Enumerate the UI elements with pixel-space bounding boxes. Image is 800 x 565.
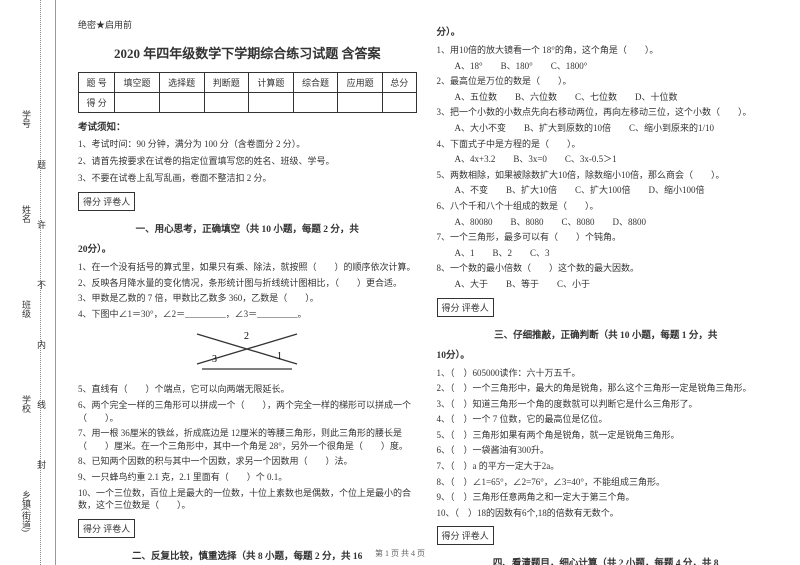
- question-options: A、80080 B、8080 C、8080 D、8800: [437, 216, 776, 229]
- question-options: A、18° B、180° C、1800°: [437, 60, 776, 73]
- question: 6、两个完全一样的三角形可以拼成一个（ ），两个完全一样的梯形可以拼成一个（ ）…: [78, 399, 417, 424]
- notice-heading: 考试须知：: [78, 119, 417, 133]
- page-footer: 第 1 页 共 4 页: [0, 548, 800, 559]
- question: 1、在一个没有括号的算式里，如果只有乘、除法，就按照（ ）的顺序依次计算。: [78, 261, 417, 274]
- question: 2、最高位是万位的数是（ ）。: [437, 75, 776, 88]
- exam-title: 2020 年四年级数学下学期综合练习试题 含答案: [78, 43, 417, 62]
- question: 9、（ ）三角形任意两角之和一定大于第三个角。: [437, 491, 776, 504]
- score-table: 题 号 填空题 选择题 判断题 计算题 综合题 应用题 总分 得 分: [78, 72, 417, 113]
- question: 8、一个数的最小倍数（ ）这个数的最大因数。: [437, 262, 776, 275]
- question: 5、（ ）三角形如果有两个角是锐角，就一定是锐角三角形。: [437, 429, 776, 442]
- score-cell[interactable]: [115, 93, 160, 113]
- question: 1、（ ）605000读作：六十万五千。: [437, 367, 776, 380]
- angle-label-1: 1: [277, 351, 282, 362]
- question: 6、（ ）一袋酱油有300升。: [437, 444, 776, 457]
- question: 6、八个千和八个十组成的数是（ ）。: [437, 200, 776, 213]
- section-2-title-cont: 分）。: [437, 24, 776, 38]
- binding-gutter: 乡镇(街道) 学校 班级 姓名 学号 封 线 内 不 许 题: [0, 0, 56, 565]
- grade-box: 得分 评卷人: [437, 526, 494, 545]
- gutter-mark: 线: [35, 400, 48, 409]
- angle-diagram: 1 2 3: [192, 324, 302, 379]
- notice-item: 3、不要在试卷上乱写乱画，卷面不整洁扣 2 分。: [78, 171, 417, 184]
- section-3-title-cont: 10分）。: [437, 347, 776, 361]
- gutter-label: 学校: [20, 395, 33, 413]
- gutter-label: 乡镇(街道): [20, 490, 33, 532]
- secret-mark: 绝密★启用前: [78, 18, 417, 31]
- question: 4、下面式子中是方程的是（ ）。: [437, 138, 776, 151]
- section-1-title: 一、用心思考，正确填空（共 10 小题，每题 2 分，共: [78, 221, 417, 235]
- notice-item: 2、请首先按要求在试卷的指定位置填写您的姓名、班级、学号。: [78, 154, 417, 167]
- question: 3、甲数是乙数的 7 倍，甲数比乙数多 360，乙数是（ ）。: [78, 292, 417, 305]
- score-cell[interactable]: [293, 93, 338, 113]
- question: 5、两数相除，如果被除数扩大10倍，除数缩小10倍，那么商会（ ）。: [437, 169, 776, 182]
- question: 7、用一根 36厘米的铁丝，折成底边是 12厘米的等腰三角形，则此三角形的腰长是…: [78, 427, 417, 452]
- question: 9、一只蜂鸟约重 2.1 克，2.1 里面有（ ）个 0.1。: [78, 471, 417, 484]
- score-head: 选择题: [159, 73, 204, 93]
- gutter-mark: 内: [35, 340, 48, 349]
- score-head: 综合题: [293, 73, 338, 93]
- question: 4、（ ）一个 7 位数，它的最高位是亿位。: [437, 413, 776, 426]
- score-cell[interactable]: [204, 93, 249, 113]
- gutter-mark: 许: [35, 220, 48, 229]
- score-cell[interactable]: [338, 93, 383, 113]
- question-options: A、1 B、2 C、3: [437, 247, 776, 260]
- question-options: A、大小不变 B、扩大到原数的10倍 C、缩小到原来的1/10: [437, 122, 776, 135]
- score-cell[interactable]: [249, 93, 294, 113]
- question: 7、一个三角形，最多可以有（ ）个钝角。: [437, 231, 776, 244]
- score-head: 总分: [383, 73, 417, 93]
- gutter-mark: 不: [35, 280, 48, 289]
- question: 2、（ ）一个三角形中，最大的角是锐角，那么这个三角形一定是锐角三角形。: [437, 382, 776, 395]
- gutter-mark: 题: [35, 160, 48, 169]
- score-row-label: 得 分: [79, 93, 115, 113]
- score-head: 计算题: [249, 73, 294, 93]
- question: 1、用10倍的放大镜看一个 18°的角，这个角是（ ）。: [437, 44, 776, 57]
- section-1-title-cont: 20分）。: [78, 241, 417, 255]
- notice-item: 1、考试时间：90 分钟，满分为 100 分（含卷面分 2 分）。: [78, 137, 417, 150]
- grade-box: 得分 评卷人: [78, 192, 135, 211]
- score-head: 填空题: [115, 73, 160, 93]
- question: 8、（ ）∠1=65°，∠2=76°，∠3=40°，不能组成三角形。: [437, 476, 776, 489]
- score-cell[interactable]: [383, 93, 417, 113]
- question: 10、（ ）18的因数有6个,18的倍数有无数个。: [437, 507, 776, 520]
- gutter-label: 班级: [20, 300, 33, 318]
- column-right: 分）。 1、用10倍的放大镜看一个 18°的角，这个角是（ ）。 A、18° B…: [427, 18, 786, 550]
- gutter-label: 学号: [20, 110, 33, 128]
- angle-label-3: 3: [212, 354, 217, 365]
- question-options: A、大于 B、等于 C、小于: [437, 278, 776, 291]
- angle-label-2: 2: [244, 331, 249, 342]
- question-options: A、4x+3.2 B、3x=0 C、3x-0.5＞1: [437, 153, 776, 166]
- column-left: 绝密★启用前 2020 年四年级数学下学期综合练习试题 含答案 题 号 填空题 …: [68, 18, 427, 550]
- gutter-label: 姓名: [20, 205, 33, 223]
- question: 8、已知两个因数的积与其中一个因数，求另一个因数用（ ）法。: [78, 455, 417, 468]
- gutter-mark: 封: [35, 460, 48, 469]
- question: 3、（ ）知道三角形一个角的度数就可以判断它是什么三角形了。: [437, 398, 776, 411]
- score-cell[interactable]: [159, 93, 204, 113]
- grade-box: 得分 评卷人: [78, 519, 135, 538]
- content-area: 绝密★启用前 2020 年四年级数学下学期综合练习试题 含答案 题 号 填空题 …: [56, 0, 800, 565]
- score-head: 题 号: [79, 73, 115, 93]
- score-head: 应用题: [338, 73, 383, 93]
- question-options: A、五位数 B、六位数 C、七位数 D、十位数: [437, 91, 776, 104]
- question: 2、反映各月降水量的变化情况，条形统计图与折线统计图相比，（ ）更合适。: [78, 277, 417, 290]
- section-3-title: 三、仔细推敲，正确判断（共 10 小题，每题 1 分，共: [437, 327, 776, 341]
- score-head: 判断题: [204, 73, 249, 93]
- question-options: A、不变 B、扩大10倍 C、扩大100倍 D、缩小100倍: [437, 184, 776, 197]
- question: 3、把一个小数的小数点先向右移动两位，再向左移动三位，这个小数（ ）。: [437, 106, 776, 119]
- question: 7、（ ）a 的平方一定大于2a。: [437, 460, 776, 473]
- question: 5、直线有（ ）个端点，它可以向两端无限延长。: [78, 383, 417, 396]
- exam-page: 乡镇(街道) 学校 班级 姓名 学号 封 线 内 不 许 题 绝密★启用前 20…: [0, 0, 800, 565]
- grade-box: 得分 评卷人: [437, 298, 494, 317]
- question: 10、一个三位数，百位上是最大的一位数，十位上素数也是偶数，个位上是最小的合数，…: [78, 487, 417, 512]
- question: 4、下图中∠1＝30°，∠2＝_________，∠3＝_________。: [78, 308, 417, 321]
